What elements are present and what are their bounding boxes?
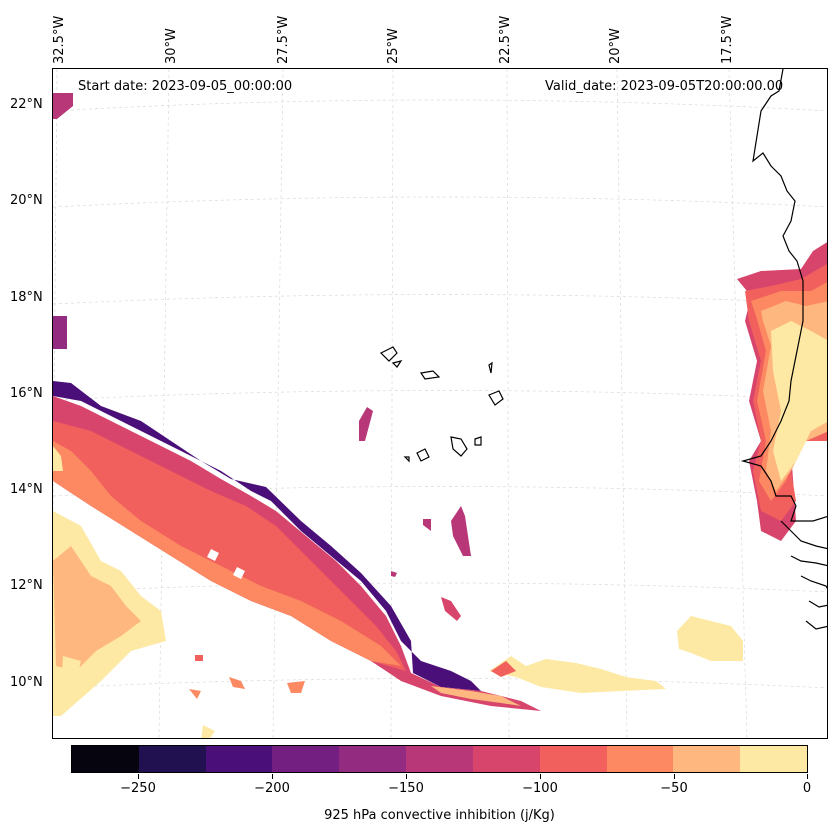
colorbar-tickmark [138,774,139,779]
colorbar-segment-2 [138,746,206,772]
colorbar-tick-label: −150 [388,781,424,796]
colorbar-tickmark [540,774,541,779]
lon-label-25w: 25°W [386,28,401,64]
lon-label-22-5w: 22.5°W [498,15,513,64]
colorbar-tick-label: −100 [522,781,558,796]
colorbar-label: 925 hPa convective inhibition (j/Kg) [324,808,555,823]
colorbar-tickmark [807,774,808,779]
cin-contours [53,93,827,738]
lon-label-20w: 20°W [608,28,623,64]
colorbar-tickmark [406,774,407,779]
colorbar-segment-9 [606,746,674,772]
lat-label-12n: 12°N [10,578,43,593]
colorbar-tickmark [674,774,675,779]
colorbar-segment-8 [539,746,607,772]
lon-label-32-5w: 32.5°W [52,15,67,64]
colorbar-segment-5 [339,746,407,772]
map-frame [52,68,828,739]
colorbar-tick-label: −250 [120,781,156,796]
map-canvas [53,69,827,738]
coastlines [379,69,827,630]
valid-date-label: Valid_date: 2023-09-05T20:00:00.00 [545,79,784,94]
lat-label-22n: 22°N [10,97,43,112]
colorbar-tick-label: −200 [254,781,290,796]
lat-label-10n: 10°N [10,675,43,690]
colorbar-segment-4 [272,746,340,772]
lat-label-20n: 20°N [10,193,43,208]
lon-label-17-5w: 17.5°W [720,15,735,64]
lon-label-30w: 30°W [164,28,179,64]
colorbar-segment-11 [740,746,807,772]
colorbar-segment-3 [205,746,273,772]
start-date-label: Start date: 2023-09-05_00:00:00 [78,79,293,94]
colorbar-segment-1 [72,746,139,772]
lat-label-14n: 14°N [10,482,43,497]
colorbar-segment-10 [673,746,741,772]
colorbar-segment-7 [472,746,540,772]
colorbar-tick-label: −50 [660,781,688,796]
lat-label-16n: 16°N [10,386,43,401]
lat-label-18n: 18°N [10,290,43,305]
colorbar [71,745,808,773]
colorbar-tick-label: 0 [802,781,812,796]
lon-label-27-5w: 27.5°W [276,15,291,64]
colorbar-segment-6 [406,746,473,772]
colorbar-tickmark [272,774,273,779]
